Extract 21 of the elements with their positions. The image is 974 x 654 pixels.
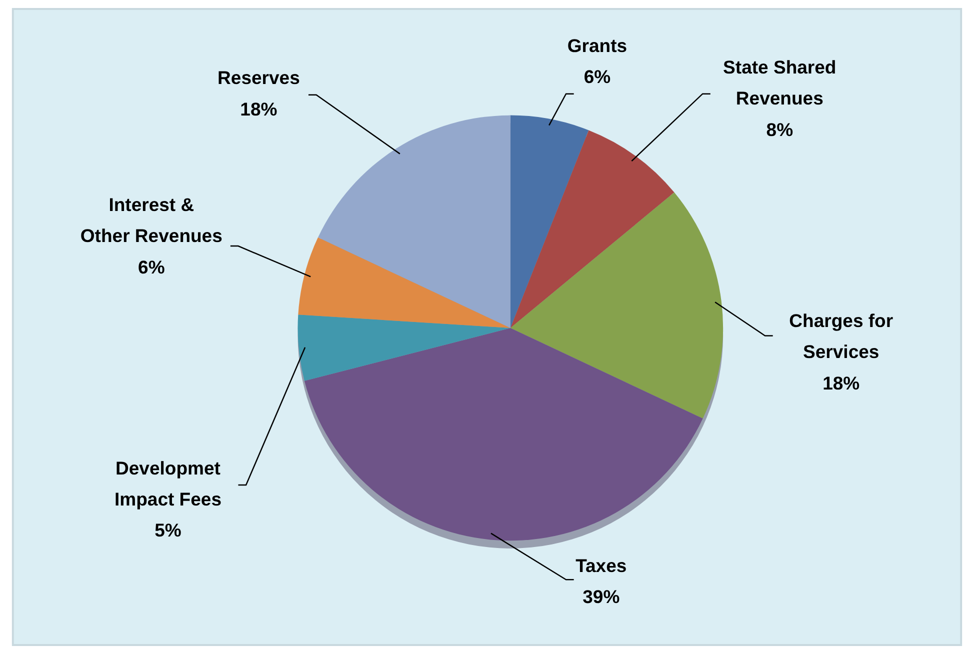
data-label: 8%	[766, 118, 794, 140]
slice-label: Interest & Other Revenues	[80, 194, 222, 246]
pie-slice	[510, 130, 674, 328]
data-label: 18%	[822, 372, 860, 394]
data-label: 18%	[240, 98, 278, 120]
slice-label: Taxes	[576, 554, 627, 576]
pie-slice	[510, 192, 723, 419]
pie-slice	[510, 115, 589, 328]
pie-slice	[298, 314, 510, 381]
slice-label: Reserves	[218, 67, 300, 88]
pie-slice	[304, 328, 703, 541]
data-label: 39%	[582, 586, 620, 608]
data-label: 6%	[584, 66, 611, 88]
slice-label: Charges for Services	[789, 310, 894, 362]
slice-label: State Shared Revenues	[723, 56, 836, 109]
slice-label: Grants	[567, 34, 628, 56]
slice-label: Developmet Impact Fees	[114, 457, 222, 510]
data-label: 6%	[138, 256, 165, 278]
data-label: 5%	[154, 520, 182, 541]
pie-slice	[298, 237, 510, 328]
pie-slice	[318, 115, 510, 328]
